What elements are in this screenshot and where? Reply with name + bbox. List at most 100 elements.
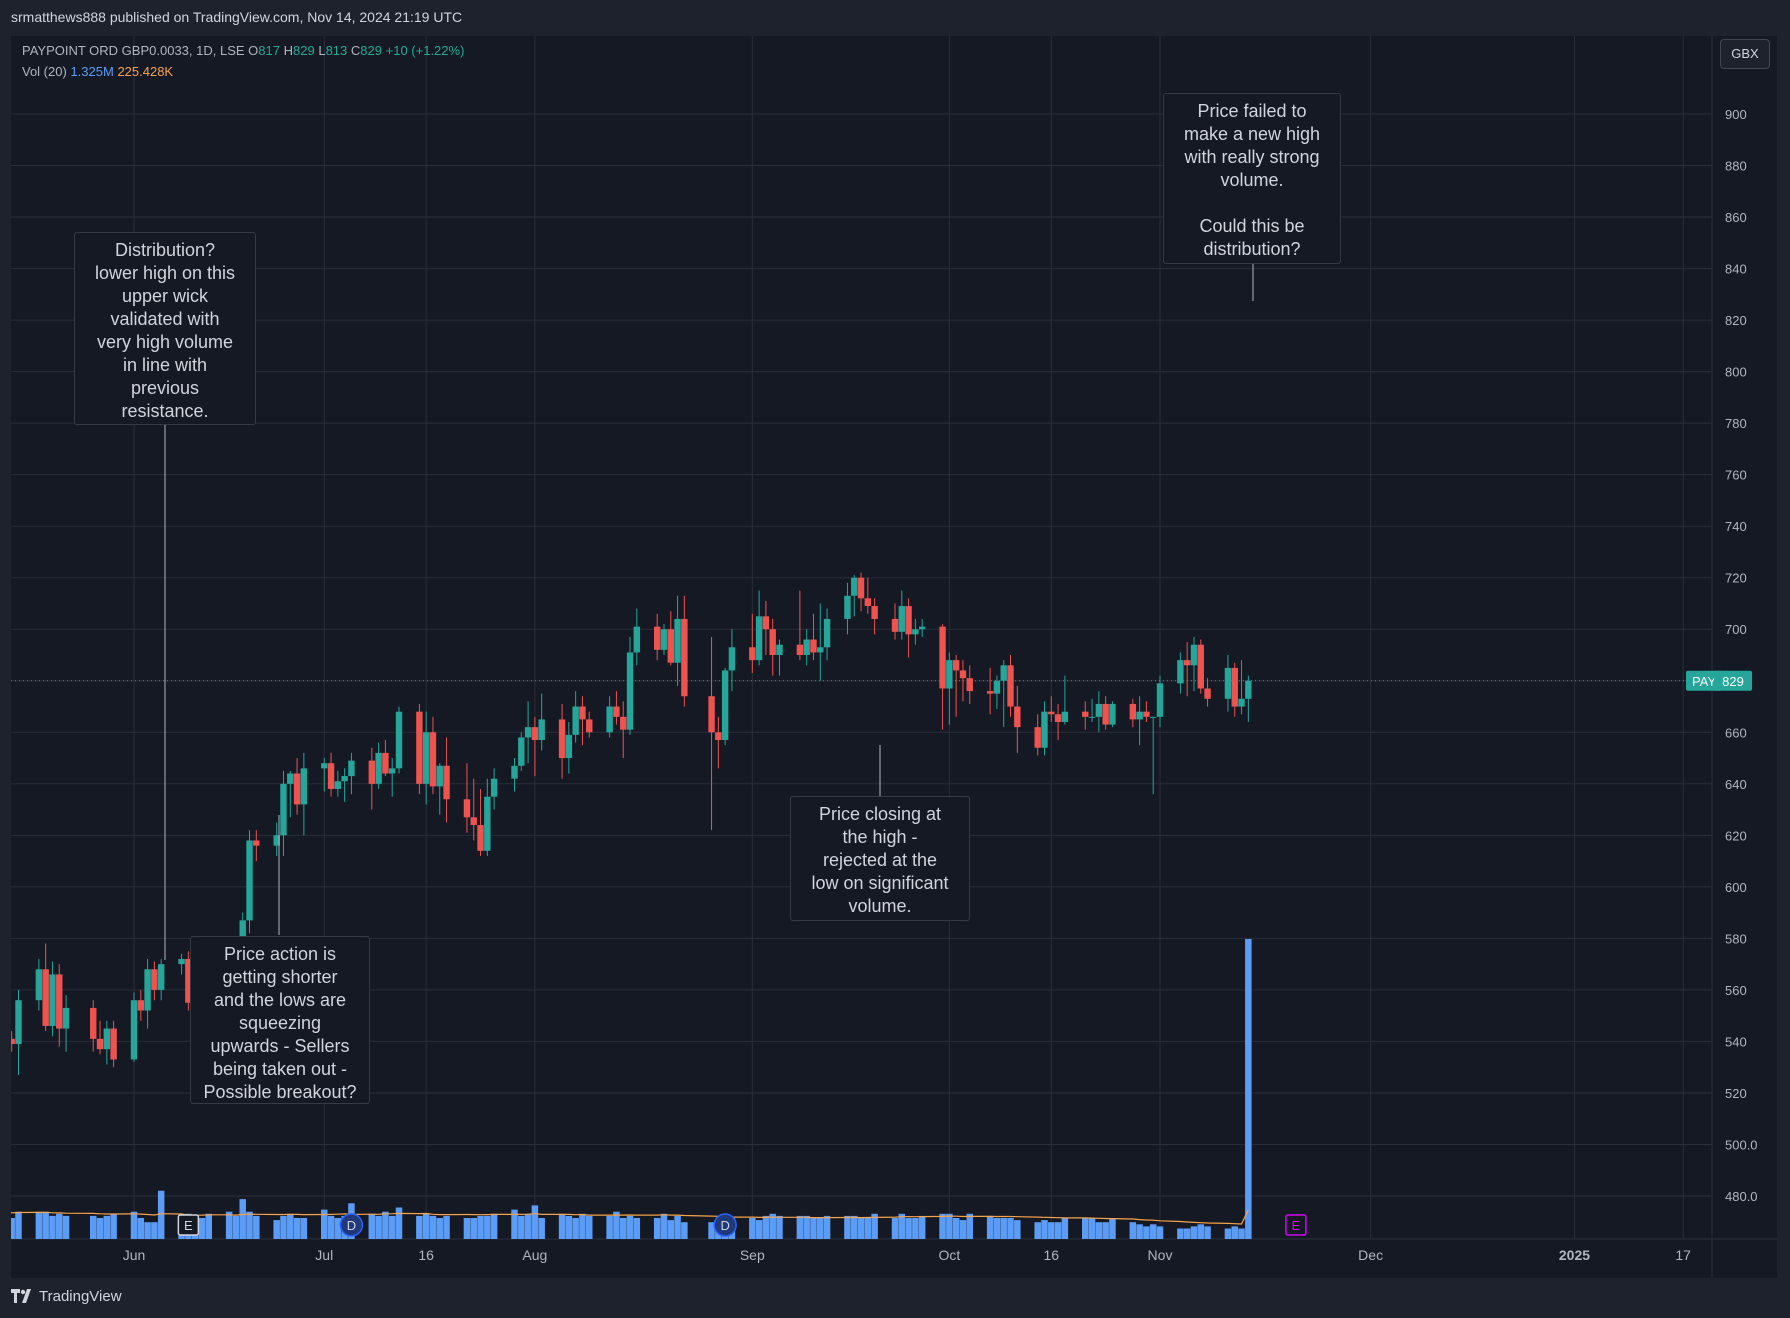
price-tag-bg [1714,670,1752,691]
candle-body [912,629,919,635]
candle-body [484,796,491,851]
volume-bar [49,1215,56,1239]
volume-bar [280,1215,287,1239]
volume-bar [1041,1220,1048,1239]
candle-body [178,958,185,965]
candle-body [11,1038,15,1045]
volume-bar [300,1218,308,1239]
volume-bar [246,1211,253,1239]
candle-body [436,765,443,787]
volume-bar [287,1213,294,1239]
annotation-squeeze[interactable]: Price action is getting shorter and the … [190,936,370,1104]
volume-bar [1190,1226,1198,1239]
price-tick-label: 620 [1725,828,1747,843]
time-tick-label: 16 [1043,1247,1059,1263]
volume-bar [1048,1222,1055,1239]
candle-body [253,840,260,846]
candle-body [56,974,63,1029]
close-label: C [350,43,361,58]
candle-body [103,1028,111,1050]
candle-body [959,670,967,679]
candle-body [810,639,817,653]
volume-label[interactable]: Vol (20) [22,64,67,79]
candle-body [1054,714,1062,722]
candle-body [151,969,158,990]
volume-bar [1143,1226,1150,1239]
candle-body [185,958,192,1003]
volume-bar [253,1215,260,1239]
volume-bar [681,1222,688,1239]
earnings-marker[interactable]: E [177,1214,200,1236]
volume-bar [110,1213,117,1239]
dividend-marker[interactable]: D [713,1213,737,1237]
earnings-label: E [184,1218,193,1233]
candle-body [986,691,994,694]
candle-body [952,660,960,671]
volume-bar [1034,1222,1041,1239]
volume-bar [952,1218,960,1239]
candle-body [246,840,253,921]
earnings-marker[interactable]: E [1285,1214,1307,1236]
candle-body [762,616,770,630]
volume-bar [293,1218,301,1239]
earnings-box [1285,1214,1307,1236]
volume-bar [939,1213,946,1239]
candle-body [1061,711,1069,722]
volume-bar [1136,1224,1143,1239]
volume-bar [151,1222,158,1239]
price-tick-label: 540 [1725,1034,1747,1049]
high-value: 829 [293,43,315,58]
candle-body [728,647,736,671]
dividend-label: D [720,1218,729,1233]
low-value: 813 [325,43,348,58]
price-tick-label: 800 [1725,365,1747,380]
dividend-marker[interactable]: D [339,1213,364,1237]
volume-bar [89,1215,97,1239]
chart-canvas[interactable]: 480.0500.0520540560580600620640660680700… [11,36,1777,1278]
price-tick-label: 820 [1725,313,1747,328]
price-tick-label: 660 [1725,725,1747,740]
annotation-distribution[interactable]: Distribution? lower high on this upper w… [74,232,256,425]
annotation-failed-high[interactable]: Price failed to make a new high with rea… [1163,93,1341,264]
candle-body [1156,683,1164,717]
volume-legend: Vol (20) 1.325M 225.428K [22,64,173,79]
candle-body [1204,688,1211,699]
volume-bar [1204,1226,1211,1239]
candle-body [477,825,484,851]
candle-body [1231,667,1238,707]
candle-body [1143,711,1150,717]
candle-body [280,783,287,836]
volume-bar [857,1218,865,1239]
volume-bar [56,1213,63,1239]
candle-body [857,577,865,599]
volume-bar [395,1207,403,1239]
volume-bar [1007,1218,1014,1239]
price-tick-label: 840 [1725,262,1747,277]
candle-body [90,1007,97,1039]
candle-body [993,680,1001,694]
volume-bar [443,1215,450,1239]
time-tick-label: Dec [1358,1247,1383,1263]
volume-bar [946,1213,953,1239]
candle-body [341,776,348,782]
volume-bar [62,1215,70,1239]
time-tick-label: Nov [1148,1247,1173,1263]
annotation-rejection[interactable]: Price closing at the high - rejected at … [790,796,970,921]
currency-button[interactable]: GBX [1720,39,1770,69]
candle-body [15,1000,22,1045]
candle-body [1082,711,1089,717]
candle-body [321,763,328,769]
volume-bar [1177,1228,1184,1239]
symbol-info[interactable]: PAYPOINT ORD GBP0.0033, 1D, LSE [22,43,245,58]
candle-body [898,606,906,632]
price-tag[interactable]: PAY 829 [1686,670,1752,691]
volume-bar [619,1218,627,1239]
candle-body [749,647,756,661]
tradingview-brand[interactable]: TradingView [39,1288,122,1305]
volume-bar [1231,1226,1238,1239]
candle-body [891,618,899,632]
price-tag-label: 829 [1722,674,1744,689]
volume-bar [653,1218,661,1239]
time-tick-label: 16 [418,1247,434,1263]
volume-bar [660,1213,668,1239]
